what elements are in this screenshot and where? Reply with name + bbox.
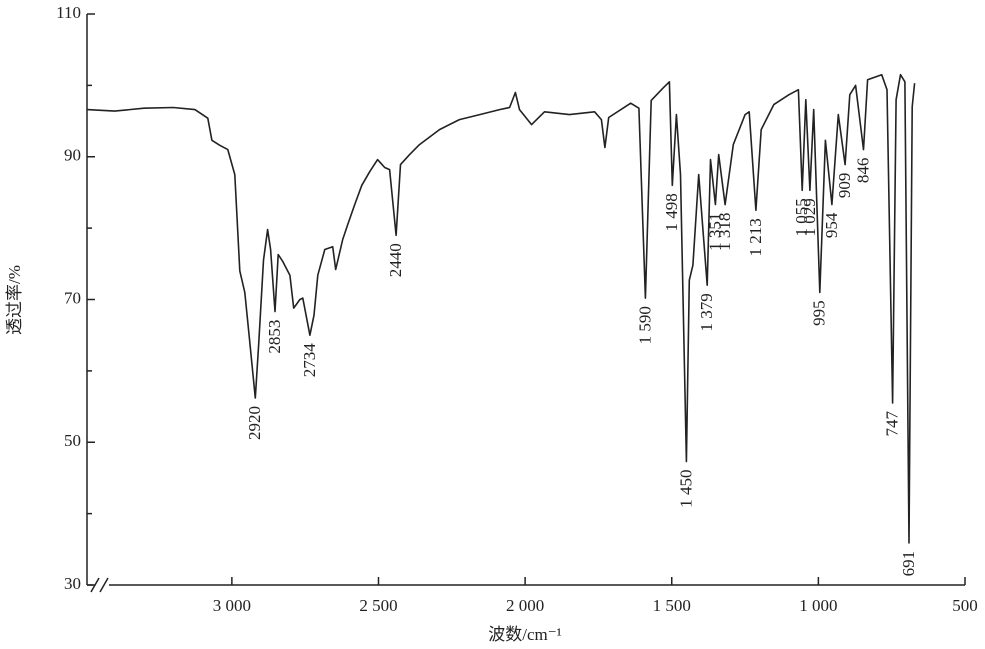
peak-label: 747 [882,410,901,436]
x-tick-label: 1 000 [799,596,837,615]
peak-label: 1 318 [715,213,734,251]
peak-label: 691 [899,551,918,577]
peak-label: 1 498 [662,193,681,231]
x-tick-label: 1 500 [653,596,691,615]
axis-break [99,577,109,593]
x-tick-label: 2 000 [506,596,544,615]
x-axis-label: 波数/cm⁻¹ [488,625,562,644]
peak-label: 2853 [265,320,284,354]
peak-label: 2440 [386,243,405,277]
peak-label: 1 590 [635,306,654,344]
x-tick-label: 500 [952,596,978,615]
peak-label: 1 029 [800,198,819,236]
peak-label: 1 450 [676,470,695,508]
y-tick-label: 70 [64,288,81,307]
spectrum-line [86,73,916,544]
y-tick-label: 110 [56,3,81,22]
peak-label: 1 379 [697,293,716,331]
peak-label: 909 [835,173,854,199]
peak-label: 2920 [245,406,264,440]
x-tick-label: 3 000 [213,596,251,615]
peak-label: 1 055 [792,198,811,236]
peak-label: 954 [822,212,841,238]
peak-label: 1 351 [705,213,724,251]
peak-label: 1 213 [746,218,765,256]
peak-label: 2734 [300,343,319,378]
y-tick-label: 90 [64,146,81,165]
y-axis-label: 透过率/% [5,265,24,335]
y-tick-label: 50 [64,431,81,450]
x-tick-label: 2 500 [359,596,397,615]
peak-label: 846 [853,158,872,184]
peak-label: 995 [810,300,829,326]
y-tick-label: 30 [64,574,81,593]
